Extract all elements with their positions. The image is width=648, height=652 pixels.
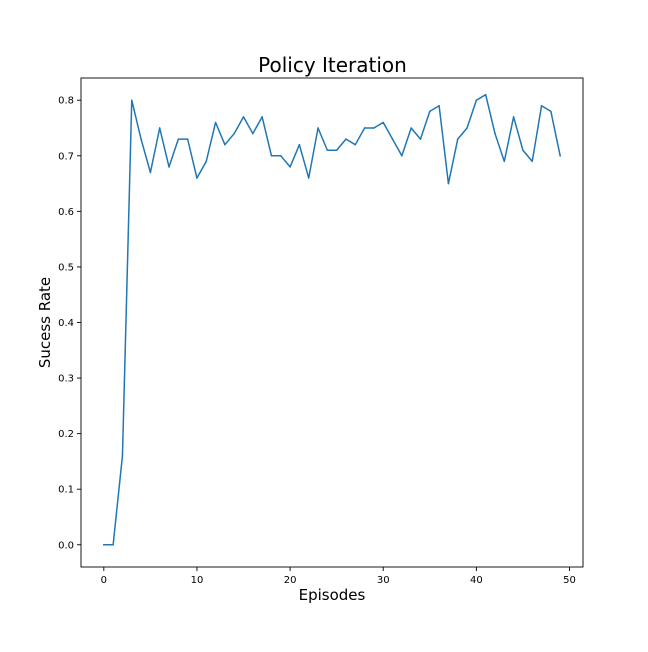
- data-point: [205, 160, 208, 163]
- data-point: [456, 138, 459, 140]
- data-point: [280, 155, 282, 157]
- y-tick-label: 0.2: [58, 429, 74, 440]
- data-point: [270, 155, 273, 157]
- y-axis-title: Sucess Rate: [36, 277, 54, 368]
- data-point: [438, 105, 440, 107]
- data-point: [559, 155, 561, 157]
- data-point: [354, 143, 357, 146]
- data-point: [252, 132, 254, 135]
- data-point: [112, 544, 114, 546]
- data-point: [131, 99, 133, 101]
- data-point: [149, 171, 152, 174]
- y-tick-label: 0.1: [58, 485, 74, 496]
- data-point: [196, 177, 198, 179]
- y-tick-label: 0.7: [58, 151, 74, 162]
- data-point: [484, 93, 487, 96]
- data-point: [503, 160, 506, 163]
- data-point: [429, 110, 431, 113]
- y-axis-ticks: 0.0 0.1 0.2 0.3 0.4 0.5 0.6 0.7 0.8: [58, 96, 81, 551]
- x-axis-title: Episodes: [299, 586, 366, 604]
- data-point: [177, 138, 180, 140]
- data-point: [391, 138, 394, 140]
- data-point: [168, 166, 170, 168]
- data-point: [103, 544, 105, 546]
- x-axis-ticks: 0 10 20 30 40 50: [101, 567, 576, 586]
- data-point: [550, 110, 552, 113]
- x-tick-label: 10: [191, 575, 204, 586]
- x-tick-label: 50: [563, 575, 576, 586]
- x-tick-label: 40: [470, 575, 483, 586]
- series-line: [103, 93, 562, 546]
- data-point: [522, 149, 524, 151]
- x-tick-label: 20: [284, 575, 297, 586]
- data-point: [317, 127, 319, 129]
- data-point: [242, 116, 245, 118]
- data-point: [419, 138, 422, 140]
- data-point: [140, 138, 142, 140]
- data-point: [186, 138, 189, 140]
- data-point: [289, 166, 291, 168]
- y-tick-label: 0.4: [58, 318, 74, 329]
- data-point: [233, 132, 235, 135]
- data-point: [475, 99, 478, 101]
- plot-area: 0 10 20 30 40 50 0.0 0.1 0.2 0.3 0.4 0.5 0.6 0.7 0.8: [58, 77, 584, 586]
- data-point: [261, 116, 263, 118]
- chart-title: Policy Iteration: [258, 53, 407, 77]
- x-tick-label: 0: [101, 575, 107, 586]
- data-point: [494, 132, 496, 135]
- y-tick-label: 0.5: [58, 262, 74, 273]
- y-tick-label: 0.6: [58, 207, 74, 218]
- data-point: [363, 127, 366, 129]
- y-tick-label: 0.0: [58, 540, 74, 551]
- y-tick-label: 0.3: [58, 374, 74, 385]
- data-point: [307, 177, 310, 179]
- data-point: [531, 160, 533, 163]
- series-layer: [103, 93, 562, 546]
- data-point: [410, 127, 412, 129]
- data-point: [121, 455, 124, 457]
- data-point: [326, 149, 329, 151]
- data-point: [382, 121, 384, 124]
- data-point: [540, 105, 543, 107]
- data-point: [401, 155, 403, 157]
- data-point: [447, 182, 450, 185]
- data-point: [214, 121, 217, 124]
- x-tick-label: 30: [377, 575, 390, 586]
- data-point: [345, 138, 347, 140]
- data-point: [373, 127, 375, 129]
- data-point: [466, 127, 468, 129]
- y-tick-label: 0.8: [58, 96, 74, 107]
- data-point: [512, 116, 515, 118]
- data-point: [158, 127, 161, 129]
- data-point: [335, 149, 338, 151]
- data-point: [224, 143, 226, 146]
- data-point: [298, 143, 301, 146]
